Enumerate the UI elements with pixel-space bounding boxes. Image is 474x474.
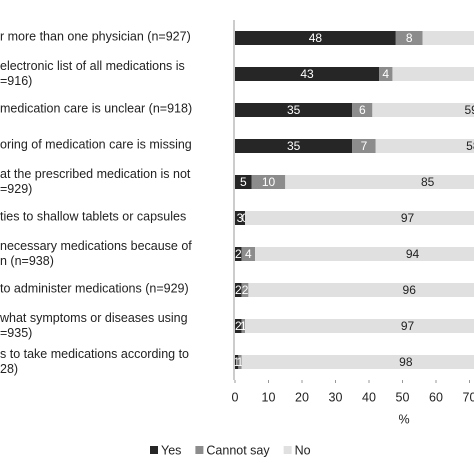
category-label: medication care is unclear (n=918) xyxy=(0,101,192,115)
value-label: 3 xyxy=(237,211,244,225)
value-label: 48 xyxy=(309,31,323,45)
bar-segment xyxy=(352,103,373,117)
value-label: 1 xyxy=(233,355,240,369)
category-label: to administer medications (n=929) xyxy=(0,281,189,295)
bar-segment xyxy=(248,283,474,297)
value-label: 97 xyxy=(401,319,415,333)
category-label: =916) xyxy=(0,74,32,88)
x-tick-label: 20 xyxy=(295,390,309,404)
value-label: 35 xyxy=(287,139,301,153)
legend-label: No xyxy=(295,443,311,457)
legend-label: Yes xyxy=(161,443,181,457)
value-label: 96 xyxy=(403,283,417,297)
legend-swatch xyxy=(150,446,158,454)
bar-segment xyxy=(235,67,380,81)
category-label: r more than one physician (n=927) xyxy=(0,29,191,43)
value-label: 10 xyxy=(262,175,276,189)
bar-segment xyxy=(235,247,242,261)
value-label: 1 xyxy=(240,319,247,333)
x-tick-label: 50 xyxy=(396,390,410,404)
bar-segment xyxy=(235,31,396,45)
bar-segment xyxy=(235,283,242,297)
value-label: 7 xyxy=(361,139,368,153)
value-label: 8 xyxy=(406,31,413,45)
bar-segment xyxy=(422,31,474,45)
x-tick-label: 60 xyxy=(429,390,443,404)
value-label: 35 xyxy=(287,103,301,117)
bar-segment xyxy=(235,355,239,369)
value-label: 85 xyxy=(421,175,435,189)
bar-segment xyxy=(379,67,393,81)
value-label: 98 xyxy=(399,355,413,369)
x-axis-label: % xyxy=(398,412,409,426)
legend-swatch xyxy=(195,446,204,454)
category-label: at the prescribed medication is not xyxy=(0,167,191,181)
bar-segment xyxy=(235,103,353,117)
category-label: what symptoms or diseases using xyxy=(0,311,188,325)
category-label: oring of medication care is missing xyxy=(0,137,192,151)
bar-segment xyxy=(285,175,474,189)
bar-segment xyxy=(395,31,423,45)
bar-segment xyxy=(241,247,256,261)
value-label: 2 xyxy=(235,283,242,297)
value-label: 97 xyxy=(401,211,415,225)
bar-segment xyxy=(255,247,474,261)
value-label: 94 xyxy=(406,247,420,261)
category-label: 28) xyxy=(0,362,18,376)
category-label: =929) xyxy=(0,182,32,196)
bar-segment xyxy=(241,355,474,369)
bar-segment xyxy=(352,139,376,153)
category-label: =935) xyxy=(0,326,32,340)
bar-segment xyxy=(235,211,246,225)
category-label: ties to shallow tablets or capsules xyxy=(0,209,186,223)
x-tick-label: 0 xyxy=(232,390,239,404)
x-tick-label: 40 xyxy=(362,390,376,404)
bar-segment xyxy=(392,67,474,81)
value-label: 4 xyxy=(245,247,252,261)
category-label: n (n=938) xyxy=(0,254,54,268)
value-label: 4 xyxy=(382,67,389,81)
bar-segment xyxy=(245,211,474,225)
bar-segment xyxy=(251,175,286,189)
bar-segment xyxy=(235,139,353,153)
value-label: 2 xyxy=(235,319,242,333)
bar-segment xyxy=(235,175,252,189)
bar-segment xyxy=(241,283,249,297)
bar-segment xyxy=(375,139,474,153)
value-label: 43 xyxy=(300,67,314,81)
bar-segment xyxy=(235,319,242,333)
x-tick-label: 10 xyxy=(262,390,276,404)
bar-segment xyxy=(241,319,246,333)
value-label: 2 xyxy=(235,247,242,261)
value-label: 2 xyxy=(242,283,249,297)
value-label: 6 xyxy=(359,103,366,117)
value-label: 1 xyxy=(237,355,244,369)
legend-swatch xyxy=(283,446,292,454)
category-label: necessary medications because of xyxy=(0,239,192,253)
bar-segment xyxy=(238,355,242,369)
bar-segment xyxy=(372,103,474,117)
category-label: s to take medications according to xyxy=(0,347,189,361)
bar-segment xyxy=(245,319,474,333)
x-tick-label: 70 xyxy=(463,390,474,404)
category-label: electronic list of all medications is xyxy=(0,59,185,73)
value-label: 5 xyxy=(240,175,247,189)
x-tick-label: 30 xyxy=(329,390,343,404)
value-label: 59 xyxy=(464,103,474,117)
value-label: 58 xyxy=(466,139,474,153)
legend-label: Cannot say xyxy=(206,443,270,457)
